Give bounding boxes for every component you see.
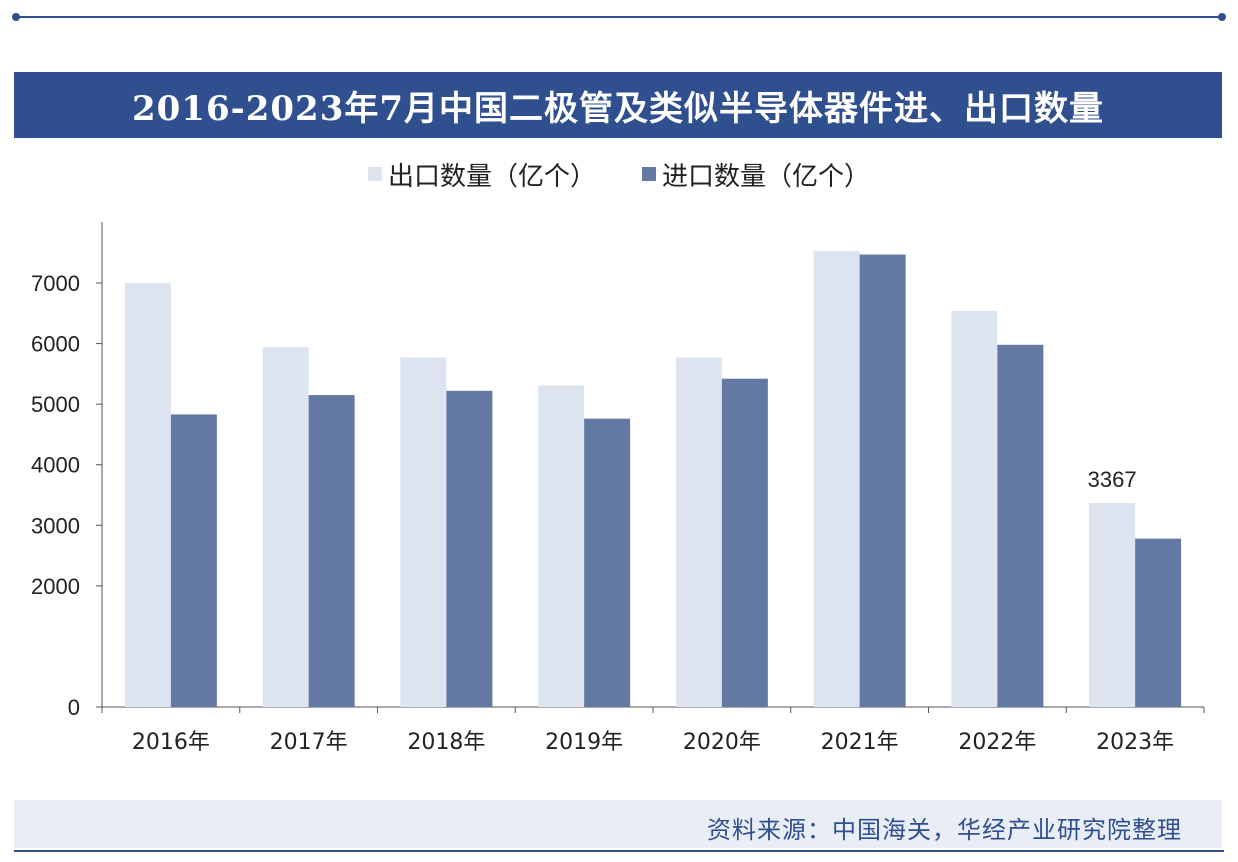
bar-export-7 xyxy=(1089,503,1136,707)
bar-import-7 xyxy=(1135,538,1182,707)
bar-import-3 xyxy=(584,418,631,707)
bar-import-1 xyxy=(308,395,355,707)
bar-export-3 xyxy=(538,385,585,707)
legend: 出口数量（亿个） 进口数量（亿个） xyxy=(0,154,1238,194)
source-bar: 资料来源：中国海关，华经产业研究院整理 xyxy=(14,800,1222,848)
y-tick-label-5000: 5000 xyxy=(31,392,80,417)
y-tick-label-0: 0 xyxy=(68,695,80,720)
top-divider xyxy=(12,13,1226,21)
bar-export-6 xyxy=(951,310,998,707)
y-tick-label-7000: 7000 xyxy=(31,271,80,296)
bar-import-6 xyxy=(997,344,1044,707)
y-tick-label-4000: 4000 xyxy=(31,453,80,478)
bar-export-4 xyxy=(675,357,722,707)
legend-swatch-import xyxy=(642,167,656,181)
y-tick-label-6000: 6000 xyxy=(31,332,80,357)
source-note: 资料来源：中国海关，华经产业研究院整理 xyxy=(707,816,1182,844)
x-tick-label-2: 2018年 xyxy=(407,730,485,755)
legend-label-export: 出口数量（亿个） xyxy=(387,161,596,192)
legend-item-import: 进口数量（亿个） xyxy=(642,156,870,193)
bar-export-1 xyxy=(262,347,309,707)
data-label-0: 3367 xyxy=(1088,467,1137,492)
bottom-divider xyxy=(14,850,1224,852)
x-tick-label-1: 2017年 xyxy=(270,730,348,755)
x-tick-label-0: 2016年 xyxy=(132,730,210,755)
y-tick-label-2000: 2000 xyxy=(31,574,80,599)
chart-title: 2016-2023年7月中国二极管及类似半导体器件进、出口数量 xyxy=(131,88,1105,129)
x-tick-label-3: 2019年 xyxy=(545,730,623,755)
bar-export-5 xyxy=(813,250,860,707)
x-tick-label-4: 2020年 xyxy=(683,730,761,755)
x-tick-label-7: 2023年 xyxy=(1096,730,1174,755)
bar-export-0 xyxy=(124,283,171,707)
bar-import-0 xyxy=(170,414,217,707)
bar-import-4 xyxy=(721,378,768,707)
bar-import-2 xyxy=(446,390,493,707)
legend-swatch-export xyxy=(367,167,382,181)
bar-export-2 xyxy=(400,357,447,707)
legend-label-import: 进口数量（亿个） xyxy=(662,161,871,192)
bar-import-5 xyxy=(859,254,906,707)
x-tick-label-5: 2021年 xyxy=(821,730,899,755)
x-tick-label-6: 2022年 xyxy=(958,730,1036,755)
legend-item-export: 出口数量（亿个） xyxy=(367,156,596,193)
title-bar: 2016-2023年7月中国二极管及类似半导体器件进、出口数量 xyxy=(14,72,1222,138)
y-tick-label-3000: 3000 xyxy=(31,513,80,538)
